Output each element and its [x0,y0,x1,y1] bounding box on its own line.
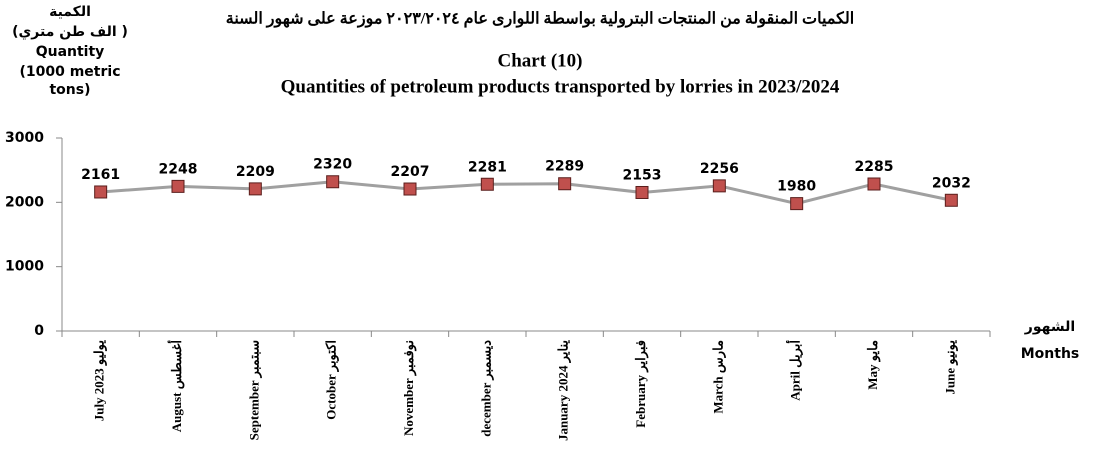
x-axis-label: Months [1021,346,1080,362]
x-tick-label: January 2024 يناير [556,340,572,441]
x-tick-label: March مارس [710,340,726,414]
data-label: 1980 [777,179,816,195]
x-tick-label: September سبتمبر [246,340,262,440]
x-tick-label: december ديسمبر [478,340,494,437]
marker [171,179,185,193]
y-axis-label: tons) [49,82,90,98]
y-axis-label: Quantity [36,44,105,60]
x-axis-label: الشهور [1024,319,1075,335]
chart-subtitle: Quantities of petroleum products transpo… [281,76,840,97]
data-label: 2153 [623,167,662,183]
chart-title-arabic: الكميات المنقولة من المنتجات البترولية ب… [226,11,854,29]
marker [480,177,494,191]
marker [790,197,804,211]
data-label: 2207 [391,164,430,180]
x-tick-label: October اكتوبر [324,340,340,420]
y-axis-label: (1000 metric [19,64,120,80]
marker [326,175,340,189]
marker [403,182,417,196]
y-tick-label: 3000 [5,130,44,146]
data-label: 2032 [932,175,971,191]
x-tick-label: July 2023 يوليو [92,340,108,422]
y-tick-label: 2000 [5,194,44,210]
marker [712,179,726,193]
x-tick-label: June يونيو [942,340,958,395]
y-tick-label: 1000 [5,259,44,275]
x-tick-label: November نوفمبر [401,340,417,436]
data-label: 2320 [313,157,352,173]
y-axis-label: الكمية [49,4,91,20]
data-label: 2248 [159,161,198,177]
data-label: 2289 [545,159,584,175]
data-label: 2256 [700,161,739,177]
data-label: 2281 [468,159,507,175]
y-axis-label: (الف طن متري ) [12,24,128,41]
marker [558,177,572,191]
marker [635,185,649,199]
chart-title: Chart (10) [498,50,583,71]
line [100,180,952,206]
x-tick-label: February فبراير [633,340,649,428]
data-label: 2209 [236,164,275,180]
y-tick-label: 0 [34,323,44,339]
data-label: 2161 [81,167,120,183]
x-tick-label: August أغسطس [168,340,185,433]
marker [944,193,958,207]
marker [867,177,881,191]
marker [94,185,108,199]
data-label: 2285 [855,159,894,175]
x-tick-label: May مايو [865,340,881,390]
x-tick-label: April أبريل [787,340,804,401]
marker [248,182,262,196]
